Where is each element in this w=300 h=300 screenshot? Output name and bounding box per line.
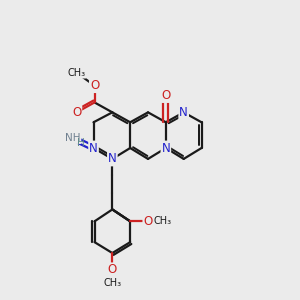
Text: N: N — [161, 142, 170, 154]
Text: CH₃: CH₃ — [103, 278, 122, 288]
Text: O: O — [108, 263, 117, 276]
Text: N: N — [108, 152, 117, 165]
Text: O: O — [143, 215, 153, 228]
Text: O: O — [72, 106, 81, 119]
Text: H: H — [77, 138, 85, 148]
Text: NH: NH — [65, 133, 80, 143]
Text: O: O — [161, 89, 170, 102]
Text: CH₃: CH₃ — [154, 216, 172, 226]
Text: N: N — [89, 142, 98, 154]
Text: O: O — [90, 79, 99, 92]
Text: N: N — [179, 106, 188, 119]
Text: CH₃: CH₃ — [68, 68, 86, 78]
